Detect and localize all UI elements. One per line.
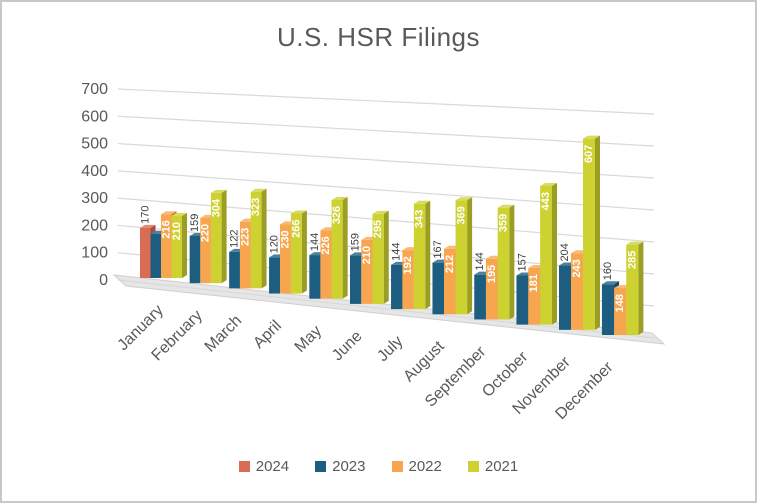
bar-label-2021-july: 343 <box>414 210 426 228</box>
y-tick-label-400: 400 <box>81 163 108 180</box>
bar-label-2022-july: 192 <box>402 256 414 274</box>
y-tick-label-500: 500 <box>81 136 108 153</box>
legend-swatch-2023 <box>315 461 327 472</box>
legend-label-2023: 2023 <box>332 458 366 475</box>
bar-label-2021-january: 210 <box>171 222 183 240</box>
legend-swatch-2024 <box>238 461 250 472</box>
bar-label-2021-december: 285 <box>626 251 638 269</box>
bar-label-2023-september: 144 <box>474 252 486 270</box>
bar-2021-february: 304 <box>210 189 227 284</box>
bar-label-2022-october: 181 <box>528 274 540 292</box>
x-label-july: July <box>374 333 406 365</box>
gridline-500 <box>117 142 655 179</box>
bar-label-2023-may: 144 <box>309 233 321 251</box>
bar-2021-november: 607 <box>583 135 600 330</box>
y-tick-label-200: 200 <box>81 217 108 234</box>
bar-2021-january: 210 <box>171 213 187 278</box>
legend-swatch-2021 <box>467 461 479 472</box>
x-label-may: May <box>292 323 325 356</box>
bar-label-2023-august: 167 <box>432 240 444 258</box>
bar-label-2023-october: 157 <box>516 253 528 271</box>
bar-2021-april: 266 <box>290 210 307 294</box>
bar-label-2022-march: 223 <box>239 228 251 246</box>
bar-label-2021-november: 607 <box>583 145 595 163</box>
legend-label-2024: 2024 <box>255 458 290 475</box>
bar-label-2021-september: 359 <box>498 214 510 232</box>
y-tick-label-100: 100 <box>81 245 108 262</box>
bar-2021-may: 326 <box>331 196 348 299</box>
legend-item-2022: 2022 <box>391 458 442 475</box>
bar-label-2023-july: 144 <box>391 243 403 261</box>
cluster-may: 144 226 326 <box>309 196 348 299</box>
bar-label-2022-august: 212 <box>444 255 456 273</box>
bar-2021-december: 285 <box>626 241 644 335</box>
bar-label-2022-february: 220 <box>200 224 212 242</box>
y-tick-label-600: 600 <box>81 108 108 125</box>
bar-label-2022-april: 230 <box>279 230 291 248</box>
bar-label-2022-december: 148 <box>614 294 626 312</box>
bar-label-2021-october: 443 <box>540 192 552 210</box>
legend-swatch-2022 <box>391 461 403 472</box>
x-label-june: June <box>329 328 366 365</box>
bar-2021-june: 295 <box>372 210 389 304</box>
bar-2021-march: 323 <box>250 188 267 289</box>
bar-label-2023-june: 159 <box>350 233 362 251</box>
legend-label-2022: 2022 <box>408 458 442 475</box>
bar-label-2022-january: 216 <box>160 220 172 238</box>
bar-label-2023-february: 159 <box>189 214 201 232</box>
bar-label-2023-november: 204 <box>559 243 571 261</box>
bar-label-2023-december: 160 <box>602 262 614 280</box>
bar-label-2023-april: 120 <box>269 235 281 253</box>
cluster-december: 160 148 285 <box>601 241 644 335</box>
bar-label-2022-june: 210 <box>361 246 373 264</box>
legend-item-2021: 2021 <box>467 458 519 475</box>
bar-label-2022-september: 195 <box>486 265 498 283</box>
y-tick-label-700: 700 <box>81 81 108 98</box>
bar-2021-september: 359 <box>498 204 515 320</box>
bar-label-2021-march: 323 <box>250 198 262 216</box>
bar-label-2022-november: 243 <box>571 259 583 277</box>
x-label-march: March <box>202 312 245 355</box>
y-tick-label-0: 0 <box>99 272 108 289</box>
bar-label-2021-april: 266 <box>290 219 302 237</box>
y-tick-label-300: 300 <box>81 190 108 207</box>
bar-label-2021-june: 295 <box>372 220 384 238</box>
bar-label-2021-may: 326 <box>331 206 343 224</box>
bar-2021-july: 343 <box>414 200 431 310</box>
x-label-august: August <box>400 338 448 386</box>
gridline-400 <box>117 170 655 211</box>
legend-label-2021: 2021 <box>484 458 519 475</box>
chart-title: U.S. HSR Filings <box>276 22 481 52</box>
bar-2021-october: 443 <box>540 182 557 325</box>
bar-2021-august: 369 <box>455 197 473 315</box>
legend-item-2024: 2024 <box>238 458 290 475</box>
bar-label-2021-august: 369 <box>455 206 467 224</box>
legend-item-2023: 2023 <box>315 458 366 475</box>
bar-label-2024-january: 170 <box>139 205 151 223</box>
bar-label-2022-may: 226 <box>320 236 332 254</box>
gridline-700 <box>117 88 655 115</box>
x-label-april: April <box>250 317 285 352</box>
bar-label-2023-march: 122 <box>229 230 241 248</box>
chart-legend: 2024 2023 2022 2021 <box>2 458 755 475</box>
gridline-600 <box>117 115 655 147</box>
bar-label-2021-february: 304 <box>210 198 222 217</box>
